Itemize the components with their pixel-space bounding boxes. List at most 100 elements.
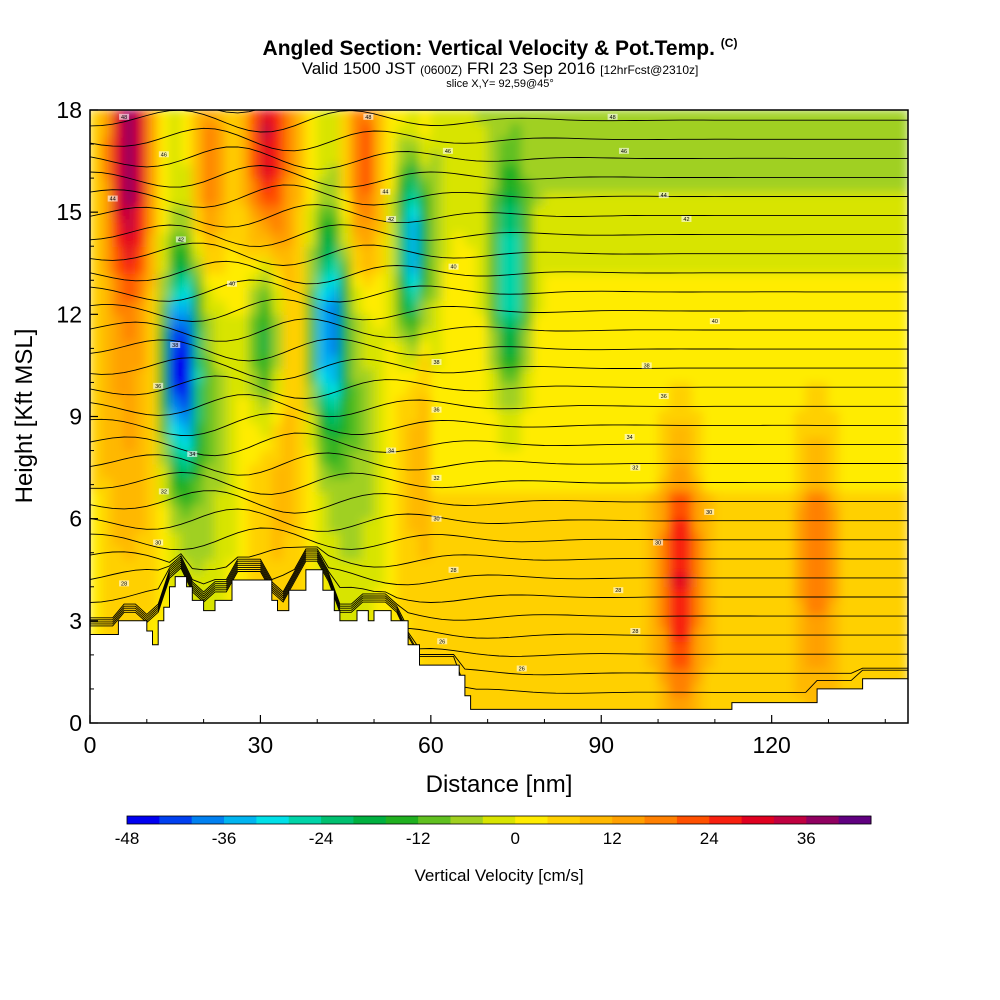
isentrope-label: 34 (627, 435, 633, 441)
isentrope-label: 26 (439, 639, 445, 645)
y-tick-label: 9 (69, 404, 82, 430)
x-tick-label: 30 (248, 732, 274, 758)
colorbar-swatch (547, 816, 581, 824)
colorbar-swatch (773, 816, 807, 824)
y-tick-label: 15 (56, 199, 82, 225)
isentrope-line (90, 318, 908, 342)
isentrope-label: 42 (683, 217, 689, 223)
forecast-info: [12hrFcst@2310z] (600, 63, 699, 77)
colorbar-swatch (612, 816, 646, 824)
isentrope-line (90, 546, 908, 571)
y-tick-label: 3 (69, 608, 82, 634)
isentrope-line (90, 165, 908, 188)
colorbar-swatch (579, 816, 613, 824)
isentrope-line (90, 146, 908, 170)
isentrope-label: 46 (161, 152, 167, 158)
colorbar-tick-label: -24 (309, 829, 334, 848)
isentrope-label: 32 (632, 466, 638, 472)
isentrope-line (90, 527, 908, 551)
colorbar-swatch (515, 816, 549, 824)
isentrope-line (90, 224, 908, 247)
colorbar-swatch (450, 816, 484, 824)
isentrope-label: 36 (155, 384, 161, 390)
isentrope-label: 40 (712, 319, 718, 325)
isentrope-label: 38 (644, 363, 650, 369)
colorbar-tick-label: -36 (212, 829, 237, 848)
valid-date: FRI 23 Sep 2016 (466, 59, 596, 78)
isentrope-label: 38 (433, 360, 439, 366)
isentrope-line (90, 452, 908, 476)
chart-title-text: Angled Section: Vertical Velocity & Pot.… (262, 37, 715, 60)
isentrope-label: 36 (661, 394, 667, 400)
isentrope-line (90, 279, 908, 303)
isentrope-line (90, 558, 908, 676)
isentrope-label: 30 (706, 510, 712, 516)
chart-title: Angled Section: Vertical Velocity & Pot.… (0, 36, 1000, 61)
isentrope-line (90, 556, 908, 657)
isentrope-line (90, 127, 908, 152)
y-tick-label: 6 (69, 506, 82, 532)
isentrope-line (90, 508, 908, 532)
colorbar-swatch (741, 816, 775, 824)
colorbar-swatch (191, 816, 225, 824)
y-axis-label: Height [Kft MSL] (11, 329, 38, 504)
isentrope-line (90, 432, 908, 457)
colorbar-swatch (385, 816, 419, 824)
x-axis-label: Distance [nm] (426, 771, 573, 798)
isentrope-line (90, 471, 908, 495)
velocity-field (90, 110, 908, 723)
isentrope-line (214, 110, 258, 114)
isentrope-label: 34 (189, 452, 195, 458)
colorbar-swatch (159, 816, 193, 824)
isentrope-line (90, 338, 908, 362)
valid-time-line: Valid 1500 JST (0600Z) FRI 23 Sep 2016 [… (0, 59, 1000, 79)
isentrope-line (90, 550, 908, 603)
colorbar-swatch (644, 816, 678, 824)
isentrope-label: 28 (450, 568, 456, 574)
isentrope-line (90, 298, 908, 322)
colorbar-label: Vertical Velocity [cm/s] (414, 866, 583, 885)
colorbar-swatch (838, 816, 872, 824)
terrain (90, 569, 908, 723)
colorbar-swatch (418, 816, 451, 824)
x-tick-label: 60 (418, 732, 444, 758)
isentrope-line (90, 490, 908, 514)
isentrope-label: 42 (388, 217, 394, 223)
isentrope-line (90, 260, 908, 285)
colorbar-swatch (676, 816, 710, 824)
y-tick-label: 12 (56, 301, 82, 327)
colorbar-tick-label: 12 (603, 829, 622, 848)
x-tick-label: 90 (588, 732, 614, 758)
y-tick-label: 0 (69, 710, 82, 736)
colorbar-swatch (256, 816, 290, 824)
isentrope-label: 26 (519, 667, 525, 673)
isentrope-line (90, 204, 908, 228)
colorbar-swatch (321, 816, 354, 824)
isentrope-line (90, 242, 908, 266)
slice-info: slice X,Y= 92,59@45° (446, 78, 554, 90)
isentrope-label: 28 (632, 629, 638, 635)
colorbar-tick-label: 24 (700, 829, 719, 848)
isentrope-label: 42 (178, 237, 184, 243)
colorbar-tick-label: 36 (797, 829, 816, 848)
plot-area: 48 46 44 42 40 38 36 34 32 30 28 48 46 44 42 40 38 36 34 32… (90, 110, 908, 723)
isentrope-label: 32 (161, 489, 167, 495)
isentrope-label: 40 (229, 282, 235, 288)
isentrope-labels: 48 46 44 42 40 38 36 34 32 30 28 48 46 44 42 40 38 36 34 32… (107, 113, 720, 673)
colorbar-swatch (482, 816, 516, 824)
isentrope-label: 48 (365, 115, 371, 121)
isentrope-label: 30 (655, 541, 661, 547)
colorbar-tick-label: -48 (115, 829, 140, 848)
isentrope-label: 34 (388, 449, 394, 455)
colorbar-swatch (806, 816, 840, 824)
isentrope-label: 28 (615, 588, 621, 594)
colorbar-swatch (709, 816, 743, 824)
copyright-mark: (C) (720, 36, 738, 50)
isentrope-line (90, 552, 908, 621)
isentrope-line (90, 110, 908, 133)
isentrope-label: 36 (433, 408, 439, 414)
isentrope-line (90, 560, 908, 694)
isentrope-line (90, 548, 908, 586)
